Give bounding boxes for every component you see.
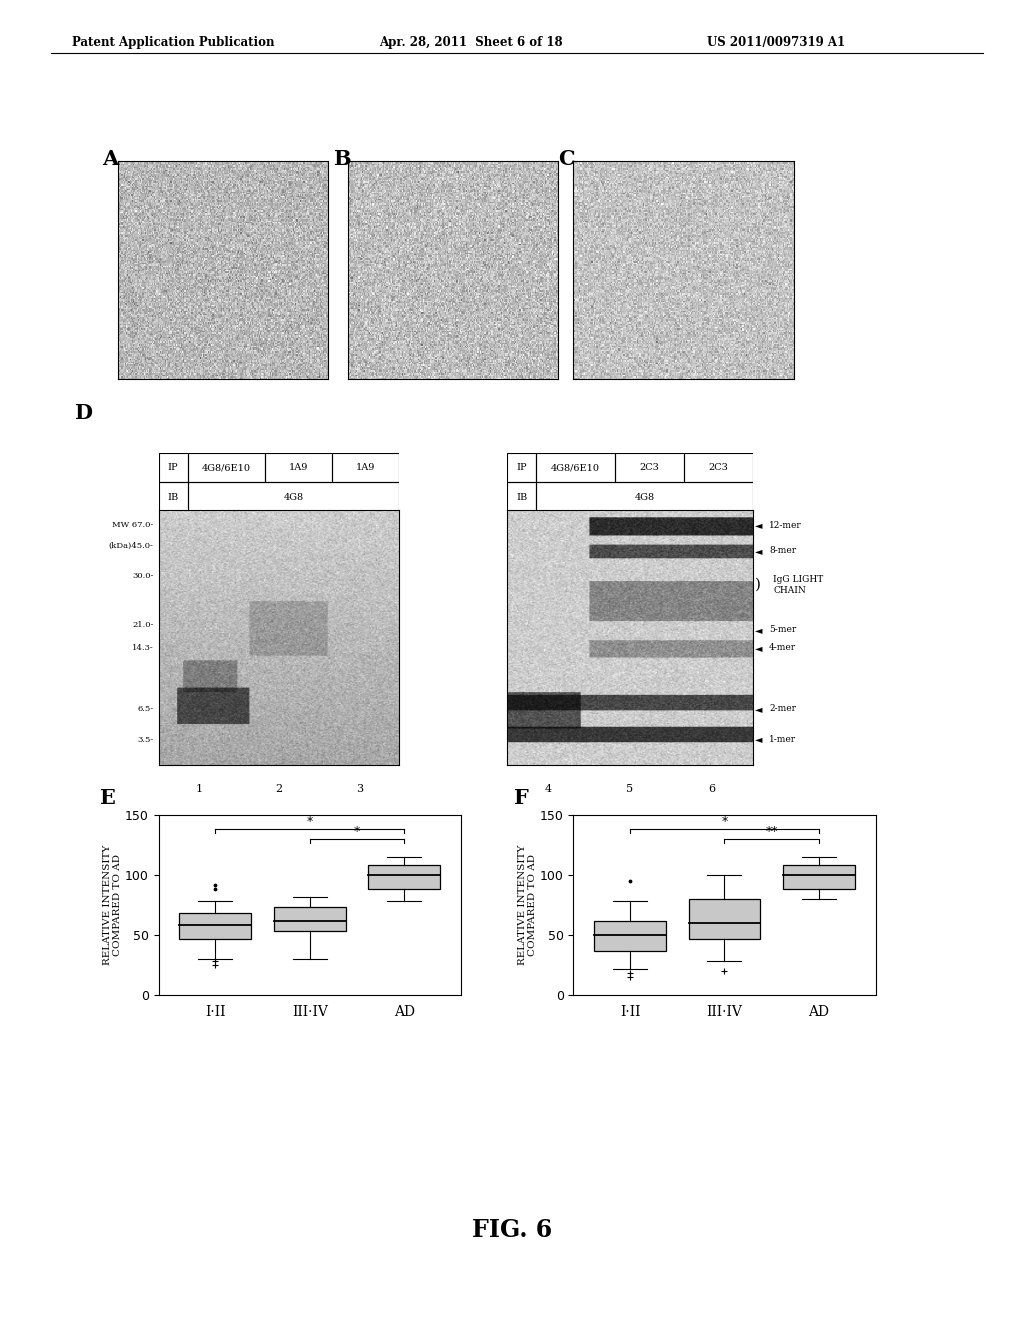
Text: 2C3: 2C3 (709, 463, 728, 473)
Text: D: D (74, 403, 92, 422)
Text: ◄: ◄ (755, 643, 762, 652)
Text: ◄: ◄ (755, 624, 762, 635)
Text: A: A (102, 149, 119, 169)
Text: IP: IP (168, 463, 178, 473)
Text: IB: IB (168, 492, 179, 502)
Text: 1: 1 (196, 784, 203, 793)
Text: 5-mer: 5-mer (769, 626, 797, 635)
Bar (594, 920, 666, 950)
Text: B: B (333, 149, 350, 169)
Text: 4G8: 4G8 (635, 492, 654, 502)
Text: ◄: ◄ (755, 734, 762, 744)
Text: 4: 4 (545, 784, 551, 793)
Bar (369, 866, 440, 890)
Text: 1-mer: 1-mer (769, 735, 796, 744)
Bar (273, 907, 346, 932)
Bar (615, 453, 684, 483)
Text: 2: 2 (275, 784, 283, 793)
Text: MW 67.0-: MW 67.0- (113, 521, 154, 529)
Text: 3: 3 (355, 784, 362, 793)
Y-axis label: RELATIVE INTENSITY
COMPARED TO AD: RELATIVE INTENSITY COMPARED TO AD (103, 845, 122, 965)
Text: ): ) (755, 578, 761, 591)
Text: *: * (354, 825, 360, 838)
Text: 5: 5 (627, 784, 633, 793)
Text: Apr. 28, 2011  Sheet 6 of 18: Apr. 28, 2011 Sheet 6 of 18 (379, 36, 562, 49)
Bar (507, 483, 537, 512)
Bar (179, 913, 251, 939)
Text: ◄: ◄ (755, 704, 762, 714)
Text: *: * (306, 816, 313, 828)
Text: IB: IB (516, 492, 527, 502)
Text: 30.0-: 30.0- (132, 573, 154, 581)
Bar (159, 453, 187, 483)
Text: 1A9: 1A9 (289, 463, 308, 473)
Text: ◄: ◄ (755, 520, 762, 531)
Bar (783, 866, 855, 890)
Text: 2C3: 2C3 (639, 463, 659, 473)
Text: IP: IP (516, 463, 527, 473)
Text: 4G8: 4G8 (284, 492, 303, 502)
Text: 2-mer: 2-mer (769, 705, 796, 713)
Bar (684, 453, 753, 483)
Bar (537, 453, 615, 483)
Text: 4G8/6E10: 4G8/6E10 (202, 463, 251, 473)
Text: 6: 6 (709, 784, 715, 793)
Text: 8-mer: 8-mer (769, 546, 796, 556)
Bar (537, 483, 753, 512)
Bar (159, 483, 187, 512)
Text: 6.5-: 6.5- (137, 705, 154, 713)
Bar (187, 483, 399, 512)
Bar (332, 453, 399, 483)
Text: E: E (99, 788, 116, 808)
Text: C: C (558, 149, 574, 169)
Text: 21.0-: 21.0- (132, 620, 154, 628)
Text: IgG LIGHT
CHAIN: IgG LIGHT CHAIN (773, 576, 823, 595)
Text: F: F (514, 788, 528, 808)
Bar (688, 899, 761, 939)
Text: FIG. 6: FIG. 6 (472, 1218, 552, 1242)
Bar (264, 453, 332, 483)
Y-axis label: RELATIVE INTENSITY
COMPARED TO AD: RELATIVE INTENSITY COMPARED TO AD (518, 845, 537, 965)
Text: US 2011/0097319 A1: US 2011/0097319 A1 (707, 36, 845, 49)
Text: 4G8/6E10: 4G8/6E10 (551, 463, 600, 473)
Text: Patent Application Publication: Patent Application Publication (72, 36, 274, 49)
Text: 3.5-: 3.5- (137, 735, 154, 743)
Text: 4-mer: 4-mer (769, 643, 796, 652)
Text: (kDa)45.0-: (kDa)45.0- (109, 541, 154, 549)
Bar (507, 453, 537, 483)
Text: 14.3-: 14.3- (132, 644, 154, 652)
Bar (187, 453, 264, 483)
Text: *: * (721, 816, 728, 828)
Text: ◄: ◄ (755, 545, 762, 556)
Text: 12-mer: 12-mer (769, 521, 802, 529)
Text: 1A9: 1A9 (356, 463, 376, 473)
Text: **: ** (765, 825, 778, 838)
